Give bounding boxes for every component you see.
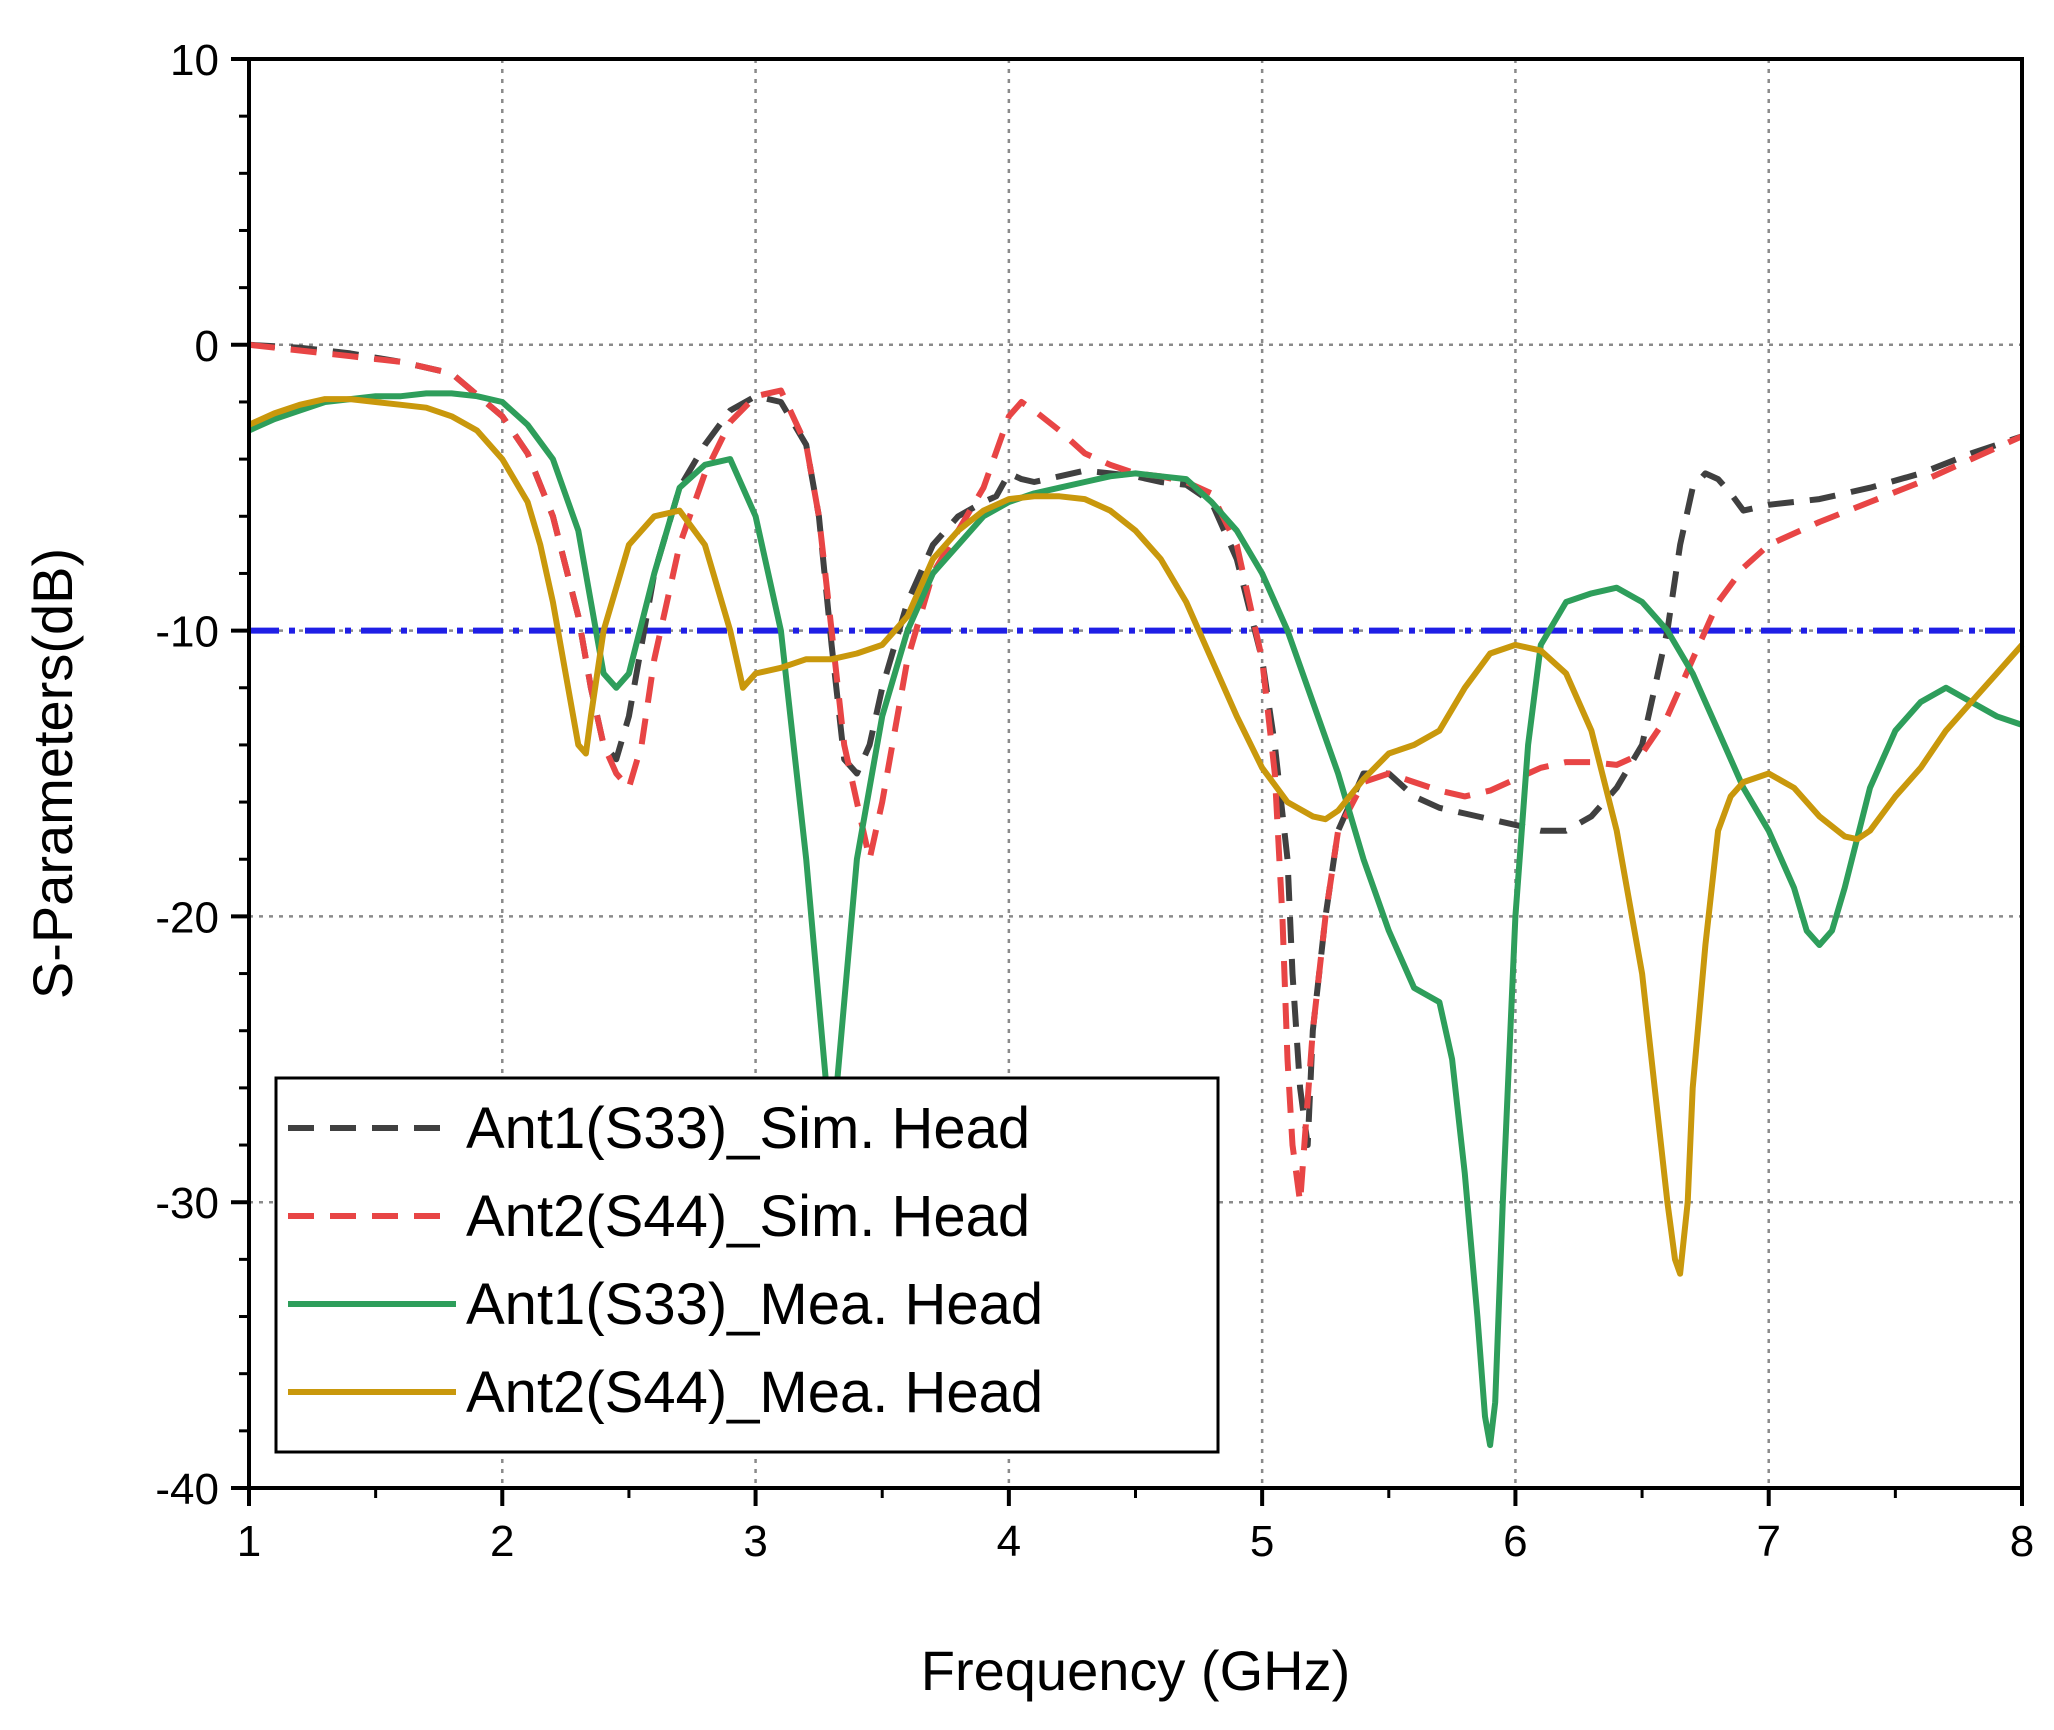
y-tick-label: 10 (170, 36, 219, 85)
series-line-2 (248, 341, 2024, 1206)
legend-label-4: Ant2(S44)_Mea. Head (466, 1360, 1043, 1425)
x-tick-label: 1 (237, 1517, 261, 1566)
legend-label-1: Ant1(S33)_Sim. Head (466, 1096, 1030, 1161)
x-tick-label: 4 (997, 1517, 1021, 1566)
y-tick-labels: -40 -30 -20 -10 0 10 (155, 36, 219, 1514)
x-tick-label: 3 (743, 1517, 767, 1566)
x-tick-label: 7 (1756, 1517, 1780, 1566)
y-tick-label: -40 (155, 1465, 219, 1514)
y-tick-label: -10 (155, 608, 219, 657)
legend-label-2: Ant2(S44)_Sim. Head (466, 1184, 1030, 1249)
y-tick-label: -20 (155, 893, 219, 942)
x-tick-label: 2 (490, 1517, 514, 1566)
legend: Ant1(S33)_Sim. Head Ant2(S44)_Sim. Head An… (274, 1076, 1220, 1454)
x-tick-label: 8 (2010, 1517, 2034, 1566)
series-line-3 (247, 390, 2023, 1449)
axis-ticks (231, 57, 2024, 1506)
y-axis-title: S-Parameters(dB) (21, 548, 84, 999)
y-tick-label: 0 (195, 322, 219, 371)
x-tick-labels: 1 2 3 4 5 6 7 8 (237, 1517, 2034, 1566)
legend-label-3: Ant1(S33)_Mea. Head (466, 1272, 1043, 1337)
series-line-4 (247, 396, 2025, 1277)
x-axis-title: Frequency (GHz) (921, 1639, 1350, 1702)
x-tick-label: 6 (1503, 1517, 1527, 1566)
series-group (247, 341, 2025, 1449)
series-line-1 (248, 341, 2023, 1148)
x-tick-label: 5 (1250, 1517, 1274, 1566)
y-tick-label: -30 (155, 1179, 219, 1228)
